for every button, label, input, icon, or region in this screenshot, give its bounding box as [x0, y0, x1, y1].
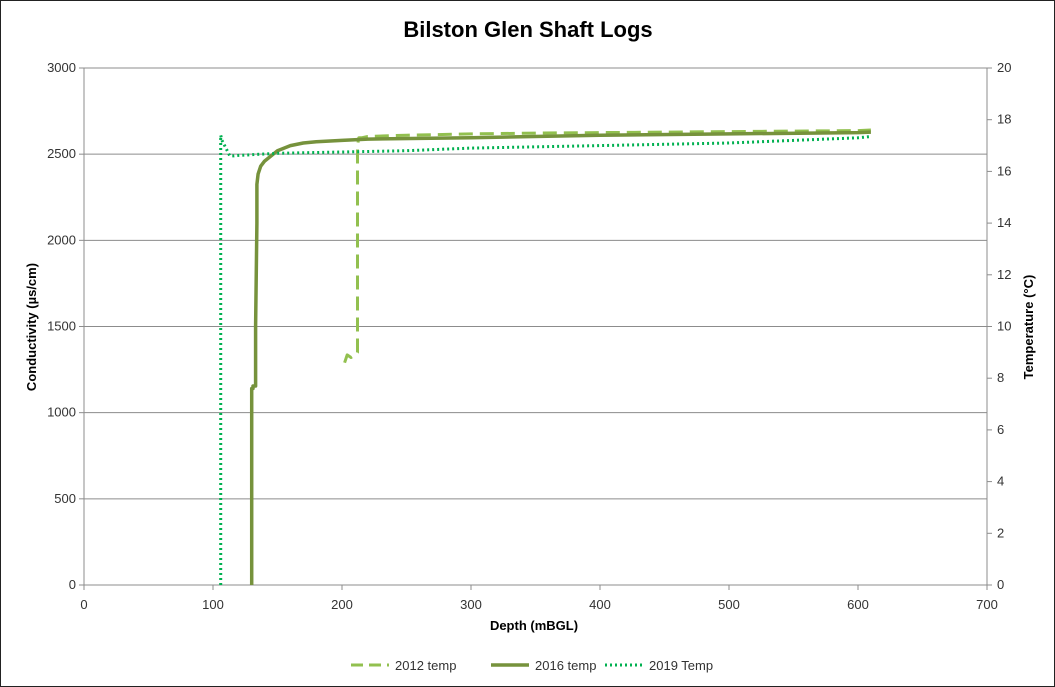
x-tick-label: 0 — [80, 597, 87, 612]
series-line — [343, 128, 871, 364]
y2-tick-label: 18 — [997, 112, 1011, 127]
x-tick-label: 200 — [331, 597, 353, 612]
y2-tick-label: 14 — [997, 215, 1011, 230]
series-line — [249, 130, 871, 585]
series-line — [219, 133, 872, 585]
x-tick-label: 500 — [718, 597, 740, 612]
x-tick-label: 700 — [976, 597, 998, 612]
y2-tick-label: 8 — [997, 370, 1004, 385]
y2-tick-label: 2 — [997, 525, 1004, 540]
axes-layer — [79, 67, 992, 590]
y-tick-label: 1000 — [47, 405, 76, 420]
y2-tick-label: 10 — [997, 319, 1011, 334]
y-tick-label: 500 — [54, 491, 76, 506]
legend-label: 2012 temp — [395, 658, 456, 673]
y-tick-label: 0 — [69, 577, 76, 592]
y2-axis-label: Temperature (°C) — [1021, 275, 1036, 380]
y-tick-label: 1500 — [47, 319, 76, 334]
x-tick-label: 400 — [589, 597, 611, 612]
y-tick-label: 2000 — [47, 232, 76, 247]
y2-tick-label: 4 — [997, 474, 1004, 489]
grid-layer — [84, 67, 987, 500]
x-tick-label: 300 — [460, 597, 482, 612]
y-axis-label: Conductivity (µs/cm) — [24, 263, 39, 391]
y2-tick-label: 0 — [997, 577, 1004, 592]
y-tick-label: 2500 — [47, 146, 76, 161]
legend-label: 2019 Temp — [649, 658, 713, 673]
y2-tick-label: 6 — [997, 422, 1004, 437]
y2-tick-label: 12 — [997, 267, 1011, 282]
series-layer — [219, 128, 872, 585]
chart-title: Bilston Glen Shaft Logs — [403, 17, 652, 42]
legend-label: 2016 temp — [535, 658, 596, 673]
y2-tick-label: 16 — [997, 163, 1011, 178]
x-tick-label: 600 — [847, 597, 869, 612]
y2-tick-label: 20 — [997, 60, 1011, 75]
y-tick-label: 3000 — [47, 60, 76, 75]
x-axis-label: Depth (mBGL) — [490, 618, 578, 633]
ticks-layer: 0500100015002000250030000246810121416182… — [47, 60, 1011, 612]
legend: 2012 temp 2016 temp 2019 Temp — [351, 658, 713, 673]
x-tick-label: 100 — [202, 597, 224, 612]
